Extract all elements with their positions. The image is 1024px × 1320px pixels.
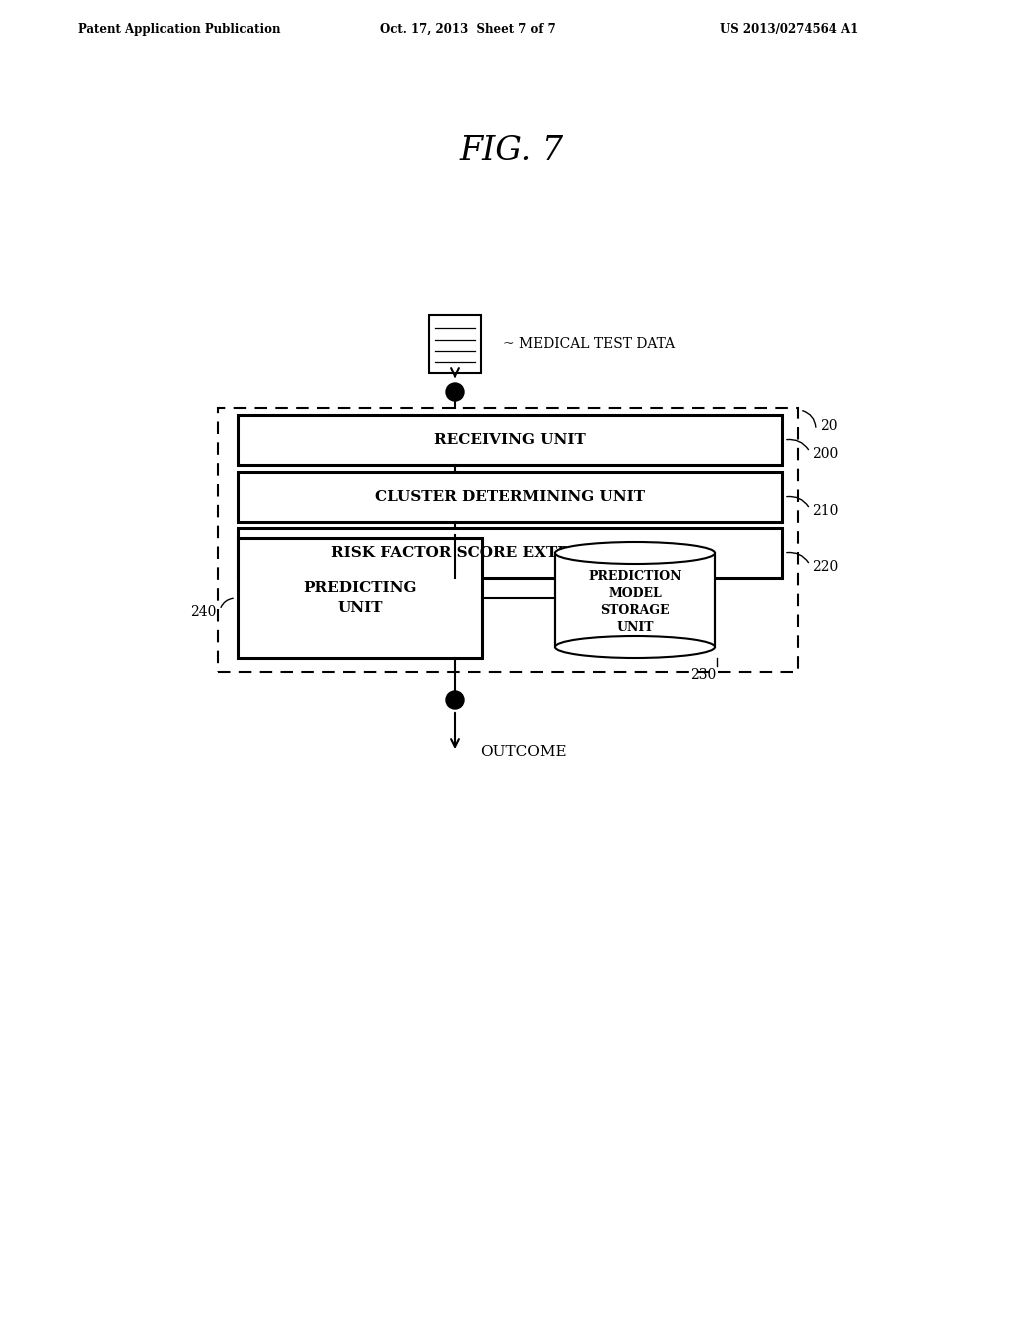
Text: 200: 200 — [812, 447, 839, 461]
Bar — [218, 408, 798, 672]
Text: 230: 230 — [690, 668, 716, 682]
Bar — [238, 473, 782, 521]
Text: 210: 210 — [812, 504, 839, 517]
Bar — [238, 539, 482, 657]
Text: RISK FACTOR SCORE EXTRACTING UNIT: RISK FACTOR SCORE EXTRACTING UNIT — [331, 546, 689, 560]
Circle shape — [446, 690, 464, 709]
Bar — [238, 528, 782, 578]
Text: CLUSTER DETERMINING UNIT: CLUSTER DETERMINING UNIT — [375, 490, 645, 504]
Bar — [238, 414, 782, 465]
Text: Oct. 17, 2013  Sheet 7 of 7: Oct. 17, 2013 Sheet 7 of 7 — [380, 22, 556, 36]
Circle shape — [446, 383, 464, 401]
Text: US 2013/0274564 A1: US 2013/0274564 A1 — [720, 22, 858, 36]
Text: OUTCOME: OUTCOME — [480, 744, 566, 759]
Ellipse shape — [555, 543, 715, 564]
Text: 220: 220 — [812, 560, 839, 574]
Bar — [555, 553, 715, 647]
Ellipse shape — [555, 636, 715, 657]
Text: PREDICTING
UNIT: PREDICTING UNIT — [303, 581, 417, 615]
Text: RECEIVING UNIT: RECEIVING UNIT — [434, 433, 586, 447]
Text: 20: 20 — [820, 418, 838, 433]
Text: 240: 240 — [189, 605, 216, 619]
Text: Patent Application Publication: Patent Application Publication — [78, 22, 281, 36]
Bar — [429, 315, 481, 374]
Text: ~ MEDICAL TEST DATA: ~ MEDICAL TEST DATA — [503, 337, 675, 351]
Text: FIG. 7: FIG. 7 — [460, 135, 564, 168]
Text: PREDICTION
MODEL
STORAGE
UNIT: PREDICTION MODEL STORAGE UNIT — [588, 570, 682, 634]
